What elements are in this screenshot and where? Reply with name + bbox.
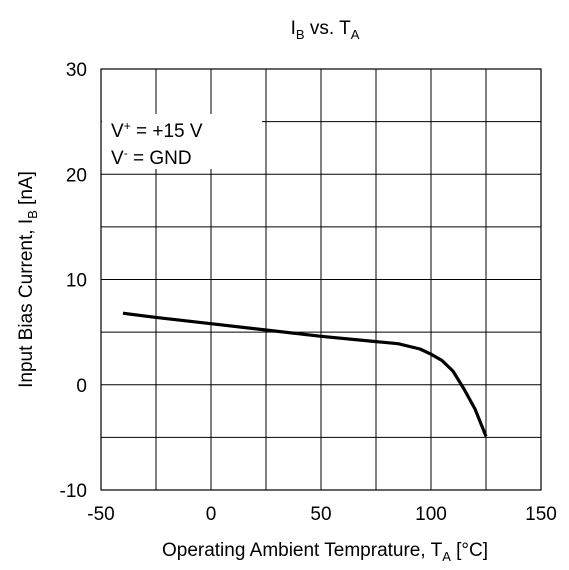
annotation-rest: = GND [128, 148, 192, 169]
x-tick-labels: -50 0 50 100 150 [87, 504, 557, 525]
annotation-base: V [111, 121, 124, 142]
y-tick-label: 20 [66, 165, 87, 186]
x-tick-label: 150 [525, 504, 557, 525]
annotation-rest: = +15 V [131, 121, 203, 142]
y-axis-label-end: [nA] [16, 171, 37, 210]
x-tick-label: 0 [206, 504, 217, 525]
y-tick-label: 0 [76, 376, 87, 397]
series-layer [122, 311, 488, 437]
x-tick-label: -50 [87, 504, 114, 525]
x-axis-label: Operating Ambient Temprature, TA [°C] [162, 540, 488, 564]
title-end-sub: A [351, 27, 360, 42]
annotation-sup: + [124, 119, 131, 133]
y-tick-label: -10 [60, 481, 87, 502]
x-tick-label: 100 [415, 504, 447, 525]
x-axis-label-end: [°C] [451, 540, 488, 561]
x-axis-label-main: Operating Ambient Temprature, T [162, 540, 443, 561]
x-axis-label-sub: A [442, 549, 451, 564]
chart-title: IB vs. TA [291, 18, 360, 42]
y-axis-label-sub: B [25, 210, 40, 219]
annotation-box: V+ = +15 VV- = GND [102, 114, 262, 169]
y-tick-labels: -10 0 10 20 30 [60, 60, 87, 502]
title-mid: vs. T [305, 18, 351, 39]
annotation-line: V- = GND [111, 146, 192, 169]
y-tick-label: 10 [66, 271, 87, 292]
y-axis-label-main: Input Bias Current, I [16, 219, 37, 388]
y-tick-label: 30 [66, 60, 87, 81]
x-tick-label: 50 [310, 504, 331, 525]
plot-frame [100, 68, 542, 491]
annotation-base: V [111, 148, 124, 169]
title-main: I [291, 18, 296, 39]
series-line [122, 311, 488, 437]
title-main-sub: B [296, 27, 305, 42]
annotation-line: V+ = +15 V [111, 119, 203, 142]
y-axis-label: Input Bias Current, IB [nA] [16, 171, 40, 388]
annotation-background [102, 114, 262, 169]
annotation-sup: - [124, 146, 128, 160]
